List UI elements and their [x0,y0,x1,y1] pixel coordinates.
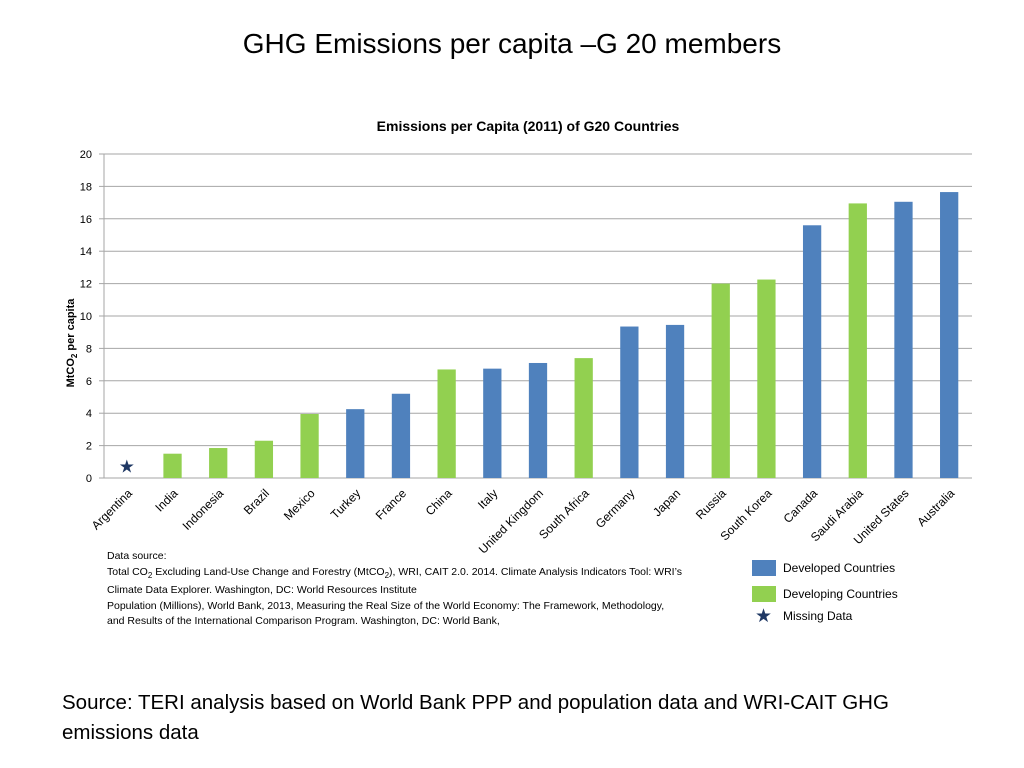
x-tick-label: Germany [593,486,638,531]
x-tick-label: France [373,486,410,523]
legend-label-missing: Missing Data [783,609,853,623]
data-source-line-3: Population (Millions), World Bank, 2013,… [107,599,665,612]
x-tick-label: Brazil [241,486,272,517]
y-axis-label-rest: per capita [65,298,77,354]
bar-japan [665,324,685,478]
y-tick-label: 18 [80,181,92,193]
x-tick-label: Australia [914,486,957,529]
bars: ★ [119,192,959,479]
bar-germany [620,326,639,478]
x-tick-label: Indonesia [180,486,227,533]
footer-source: Source: TERI analysis based on World Ban… [62,691,889,744]
y-tick-labels: 0 2 4 6 8 10 12 14 16 18 20 [80,149,92,485]
x-tick-label: China [423,486,455,518]
y-axis-label: MtCO2 per capita [65,298,79,388]
data-source-line-2: Climate Data Explorer. Washington, DC: W… [107,584,417,597]
bar-south-africa [574,358,593,478]
bar-united-states [894,201,913,479]
bar-mexico [300,414,319,478]
bar-russia [711,283,730,478]
x-tick-label: Canada [781,486,821,526]
bar-china [437,369,456,478]
y-tick-label: 0 [86,473,92,485]
x-tick-label: Turkey [328,486,364,522]
y-tick-label: 2 [86,441,92,453]
bar-australia [940,192,959,478]
bar-brazil [254,440,274,478]
x-tick-label: Italy [475,486,500,511]
data-source-line-4: and Results of the International Compari… [107,615,500,628]
bar-south-korea [757,279,776,478]
star-icon: ★ [755,606,773,627]
x-tick-label: Argentina [89,486,135,532]
bar-india [163,453,182,478]
bar-turkey [346,409,365,478]
legend-label-developing: Developing Countries [783,587,898,601]
y-tick-label: 10 [80,311,92,323]
y-tick-label: 6 [86,376,92,388]
legend-swatch-developing [752,586,776,602]
y-tick-label: 16 [80,214,92,226]
slide-title: GHG Emissions per capita –G 20 members [242,28,782,59]
x-tick-label: Mexico [281,486,318,523]
bar-italy [483,368,502,478]
legend-label-developed: Developed Countries [783,561,896,575]
bar-indonesia [209,448,228,478]
y-tick-label: 4 [86,408,92,420]
x-tick-label: Japan [650,486,683,519]
y-tick-label: 8 [86,343,92,355]
x-tick-label: Russia [693,486,729,522]
data-source-note: Data source: Total CO2 Excluding Land-Us… [107,549,757,630]
chart-title: Emissions per Capita (2011) of G20 Count… [377,118,680,134]
missing-data-star-icon: ★ [119,457,135,477]
y-axis-label-main: MtCO [65,358,77,388]
y-axis-label-subscript: 2 [70,353,79,358]
y-tick-label: 20 [80,149,92,161]
x-tick-label: India [152,486,181,515]
bar-canada [802,225,822,478]
x-tick-label: South Africa [536,486,592,542]
data-source-heading: Data source: [107,550,167,562]
bar-saudi-arabia [848,203,867,478]
bar-france [391,393,411,478]
y-tick-label: 12 [80,279,92,291]
y-tick-label: 14 [80,246,92,258]
bar-united-kingdom [528,362,548,478]
data-source-line-1: Total CO2 Excluding Land-Use Change and … [107,565,682,580]
legend-swatch-developed [752,560,776,576]
